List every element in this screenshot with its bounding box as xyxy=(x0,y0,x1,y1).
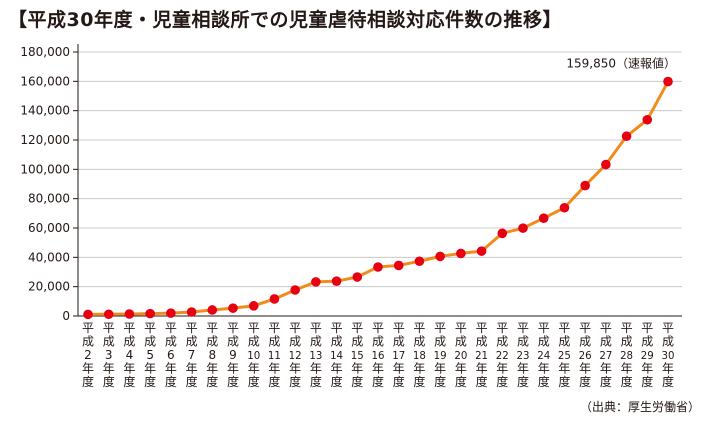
data-point xyxy=(373,262,383,272)
y-axis: 0 20,000 40,000 60,000 80,000 100,000 120,000 1… xyxy=(20,44,79,323)
y-tick-label: 140,000 xyxy=(20,104,70,118)
x-tick-label: 平成 25 年度 xyxy=(558,321,571,389)
x-tick-label: 平成 11 年度 xyxy=(268,321,281,389)
data-point xyxy=(642,114,653,125)
x-tick-label: 平成 3 年度 xyxy=(103,321,115,389)
x-tick-label: 平成 23 年度 xyxy=(517,321,530,389)
x-tick-label: 平成 2 年度 xyxy=(82,321,94,389)
data-annotation: 159,850（速報値） xyxy=(566,56,676,71)
x-tick-label: 平成 6 年度 xyxy=(165,321,177,389)
x-tick-label: 平成 22 年度 xyxy=(496,321,509,389)
data-point xyxy=(311,277,321,287)
chart-title: 【平成30年度・児童相談所での児童虐待相談対応件数の推移】 xyxy=(8,9,562,31)
x-tick-label: 平成 14 年度 xyxy=(330,321,343,389)
x-tick-label: 平成 20 年度 xyxy=(454,321,467,389)
x-tick-label: 平成 13 年度 xyxy=(309,321,322,389)
data-point xyxy=(663,76,673,87)
data-point xyxy=(559,202,570,213)
x-tick-label: 平成 12 年度 xyxy=(289,321,302,389)
x-tick-label: 平成 9 年度 xyxy=(227,321,239,389)
series-line xyxy=(86,80,670,316)
data-point xyxy=(331,276,342,286)
data-point xyxy=(145,308,155,319)
y-tick-label: 180,000 xyxy=(20,45,70,59)
x-tick-label: 平成 7 年度 xyxy=(186,321,198,389)
data-point xyxy=(497,228,508,239)
x-tick-label: 平成 8 年度 xyxy=(206,321,218,389)
x-tick-label: 平成 29 年度 xyxy=(641,321,654,389)
x-tick-label: 平成 5 年度 xyxy=(144,321,156,389)
data-point xyxy=(414,256,425,267)
x-tick-label: 平成 26 年度 xyxy=(579,321,592,389)
gridlines xyxy=(78,51,682,288)
y-tick-label: 20,000 xyxy=(28,280,70,294)
x-tick-label: 平成 19 年度 xyxy=(434,321,447,389)
data-point xyxy=(166,308,176,318)
data-series xyxy=(83,76,673,320)
x-tick-label: 平成 28 年度 xyxy=(620,321,633,389)
data-point xyxy=(248,301,259,311)
y-tick-label: 160,000 xyxy=(20,74,70,88)
data-point xyxy=(456,248,466,259)
data-point xyxy=(476,246,487,256)
x-tick-label: 平成 15 年度 xyxy=(351,321,364,389)
x-tick-label: 平成 30 年度 xyxy=(662,321,675,389)
y-tick-label: 120,000 xyxy=(20,133,70,147)
data-point xyxy=(269,294,280,304)
source-note: （出典：厚生労働省） xyxy=(579,400,700,414)
data-point xyxy=(393,260,404,271)
data-point xyxy=(124,309,135,319)
data-point xyxy=(580,180,590,191)
y-tick-label: 100,000 xyxy=(20,162,70,176)
data-point xyxy=(83,309,93,320)
y-tick-label: 60,000 xyxy=(28,221,70,235)
data-point xyxy=(518,223,528,233)
data-point xyxy=(601,159,611,170)
y-tick-label: 40,000 xyxy=(28,250,70,264)
x-tick-label: 平成 16 年度 xyxy=(372,321,385,389)
data-point xyxy=(352,272,363,282)
x-tick-label: 平成 10 年度 xyxy=(247,321,260,389)
x-tick-label: 平成 24 年度 xyxy=(537,321,550,389)
annotations: 159,850（速報値） xyxy=(566,56,676,71)
x-tick-label: 平成 18 年度 xyxy=(413,321,426,389)
y-tick-label: 80,000 xyxy=(28,192,70,206)
data-point xyxy=(207,305,218,315)
x-tick-label: 平成 27 年度 xyxy=(599,321,612,389)
data-point xyxy=(435,251,445,262)
data-point xyxy=(228,303,238,313)
data-point xyxy=(103,309,114,320)
data-point xyxy=(621,131,632,142)
x-tick-label: 平成 17 年度 xyxy=(392,321,405,389)
x-tick-label: 平成 4 年度 xyxy=(123,321,135,389)
x-tick-label: 平成 21 年度 xyxy=(475,321,488,389)
data-point xyxy=(538,213,549,223)
data-point xyxy=(186,307,197,317)
y-tick-label: 0 xyxy=(62,309,70,323)
data-point xyxy=(290,285,300,295)
